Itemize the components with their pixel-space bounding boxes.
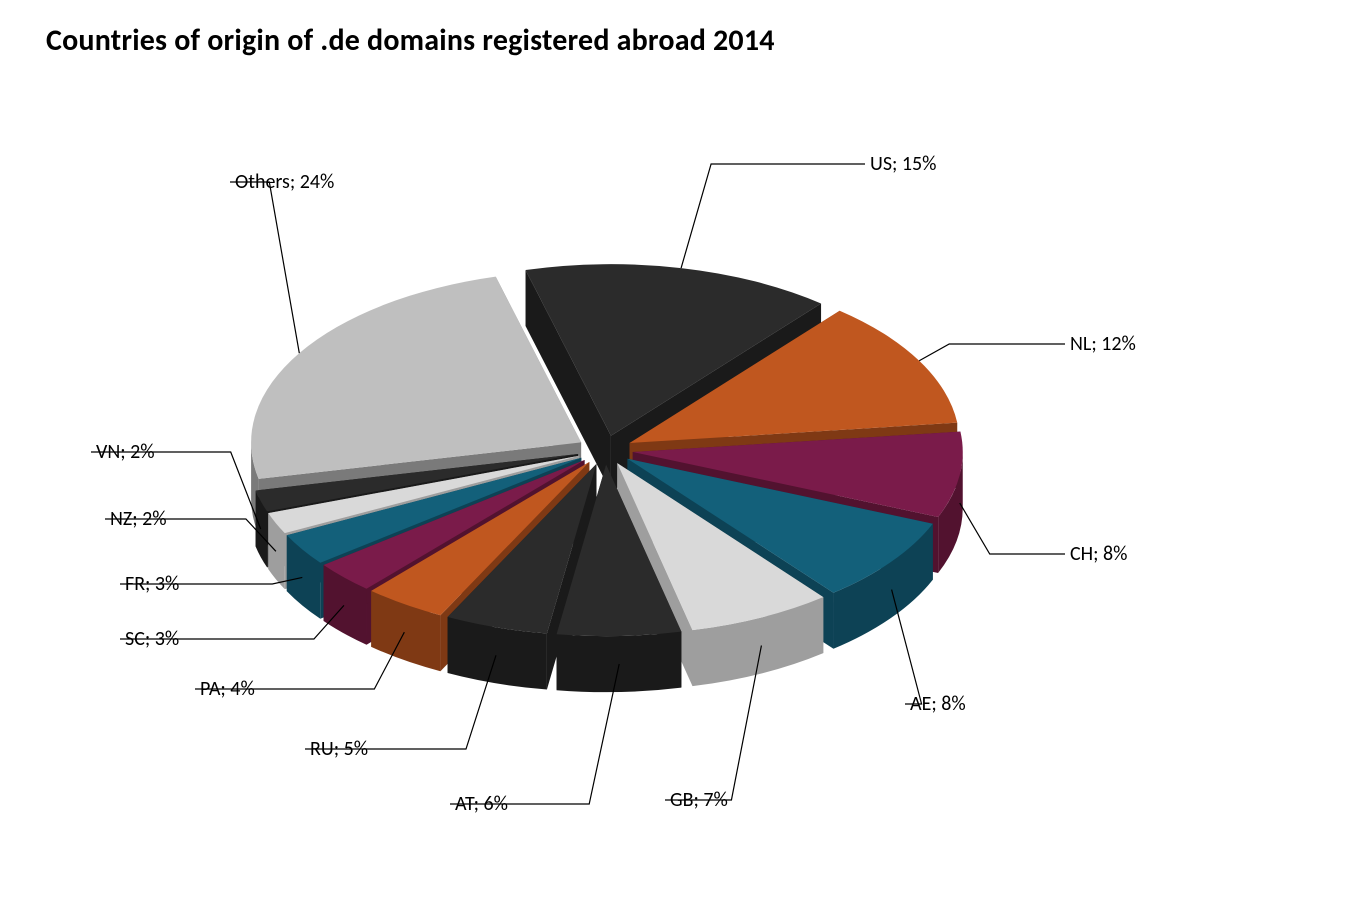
label-at: AT; 6% [455,792,508,816]
leader-ch [960,503,1065,554]
pie-chart: US; 15% NL; 12% CH; 8% AE; 8% GB; 7% AT; 6% RU… [50,90,1322,880]
label-others: Others; 24% [235,170,334,194]
leader-ae [892,590,922,704]
label-ch: CH; 8% [1070,542,1127,566]
label-pa: PA; 4% [200,677,255,701]
leader-nl [919,344,1065,361]
chart-title: Countries of origin of .de domains regis… [46,22,775,59]
leader-others [230,182,299,353]
slice-wall-at [557,632,682,693]
leader-us [681,164,865,268]
label-us: US; 15% [870,152,936,176]
label-vn: VN; 2% [96,440,155,464]
label-gb: GB; 7% [670,788,728,812]
label-ru: RU; 5% [310,737,368,761]
label-nz: NZ; 2% [110,507,167,531]
label-sc: SC; 3% [125,627,179,651]
label-ae: AE; 8% [910,692,966,716]
label-nl: NL; 12% [1070,332,1136,356]
label-fr: FR; 3% [125,572,179,596]
